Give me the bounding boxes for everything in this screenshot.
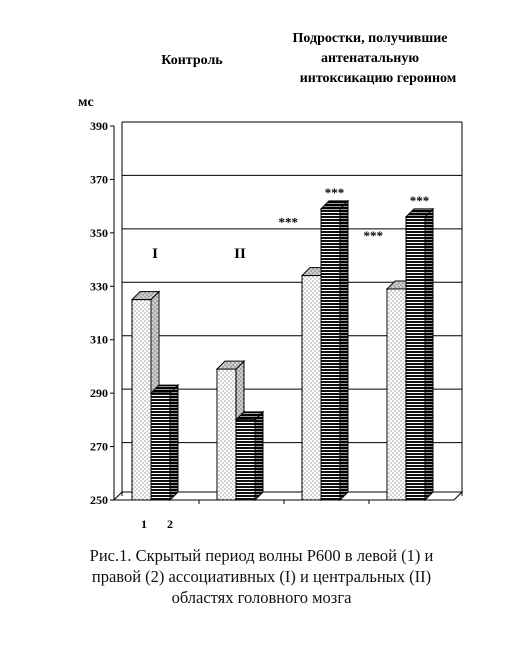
significance-marker: ***: [325, 185, 345, 200]
region-label: I: [152, 246, 158, 262]
bar: [386, 288, 407, 501]
group-label-exposed-line-1: Подростки, получившие: [293, 31, 448, 46]
bar: [405, 216, 426, 501]
bar-side: [254, 410, 264, 502]
x-series-label-1: 1: [141, 517, 147, 531]
x-series-label-2: 2: [167, 517, 173, 531]
caption-line-2: правой (2) ассоциативных (I) и центральн…: [91, 567, 432, 586]
bar: [131, 299, 152, 501]
y-tick-label: 250: [90, 493, 108, 507]
caption-line-3: областях головного мозга: [171, 588, 352, 607]
y-tick-label: 350: [90, 226, 108, 240]
bar-chart: мс Контроль Подростки, получившие антена…: [78, 31, 464, 531]
group-label-exposed-line-2: антенатальную: [321, 51, 419, 66]
ylabel: мс: [78, 95, 94, 110]
significance-marker: ***: [410, 193, 430, 208]
bar: [150, 392, 171, 501]
bar: [235, 419, 256, 501]
bar: [216, 368, 237, 501]
significance-marker: ***: [279, 215, 299, 230]
figure-caption: Рис.1. Скрытый период волны Р600 в левой…: [0, 545, 523, 608]
y-tick-label: 370: [90, 172, 108, 186]
y-tick-label: 330: [90, 279, 108, 293]
region-label: II: [234, 246, 246, 262]
y-tick-label: 310: [90, 333, 108, 347]
bar-side: [169, 383, 179, 502]
significance-marker: ***: [364, 228, 384, 243]
bar: [320, 208, 341, 501]
y-tick-label: 390: [90, 119, 108, 133]
bar: [301, 275, 322, 501]
y-tick-label: 290: [90, 386, 108, 400]
group-label-control: Контроль: [161, 53, 223, 68]
group-label-exposed-line-3: интоксикацию героином: [300, 71, 457, 86]
bar-side: [424, 207, 434, 502]
caption-line-1: Рис.1. Скрытый период волны Р600 в левой…: [89, 546, 434, 565]
y-tick-label: 270: [90, 440, 108, 454]
bar-side: [339, 199, 349, 502]
